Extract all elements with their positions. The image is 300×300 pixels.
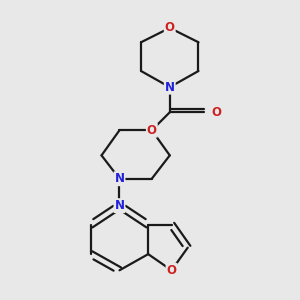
- Text: N: N: [165, 81, 175, 94]
- Text: O: O: [167, 264, 176, 277]
- Text: O: O: [211, 106, 221, 119]
- Text: O: O: [165, 21, 175, 34]
- Text: N: N: [115, 172, 124, 185]
- Text: N: N: [115, 199, 124, 212]
- Text: O: O: [147, 124, 157, 137]
